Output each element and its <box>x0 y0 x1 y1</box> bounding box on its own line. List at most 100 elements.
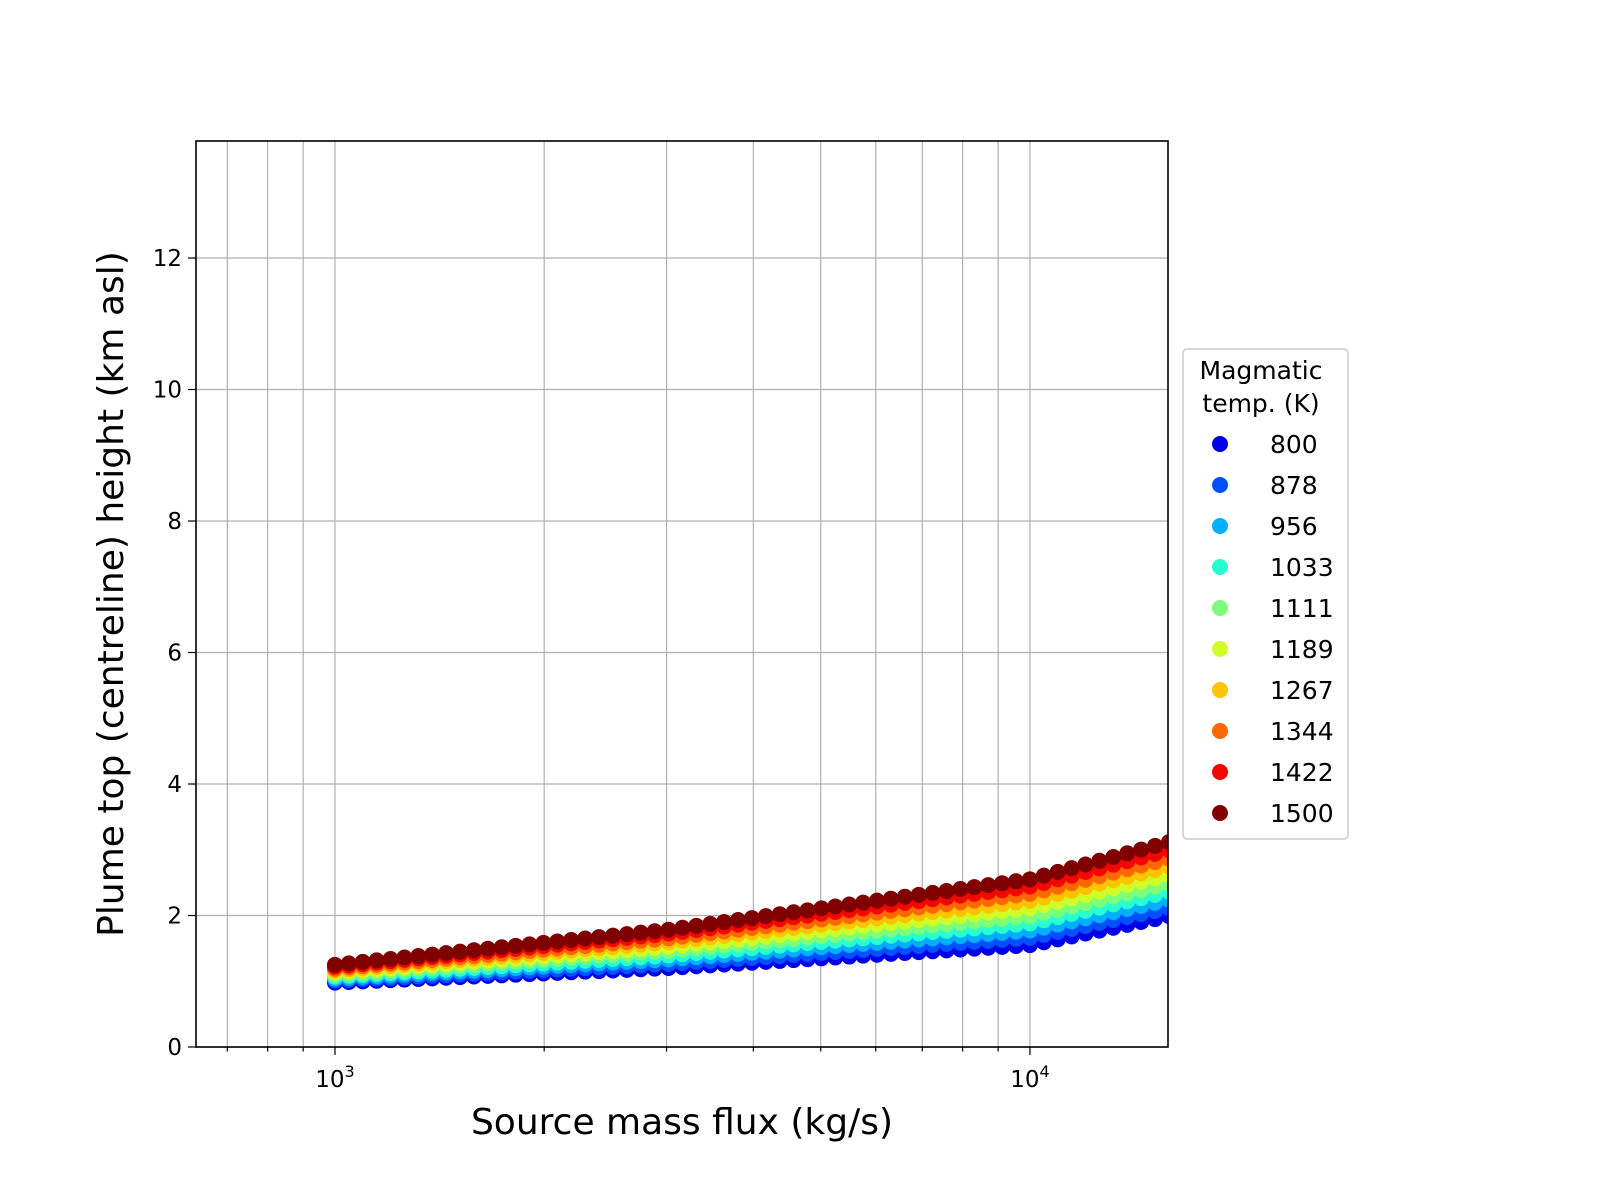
point-800 <box>1467 840 1483 856</box>
point-1111 <box>1203 866 1219 882</box>
point-878 <box>1203 891 1219 907</box>
y-axis-label: Plume top (centreline) height (km asl) <box>91 251 132 937</box>
legend-item-1189: 1189 <box>1212 635 1334 664</box>
point-1033 <box>1522 800 1538 816</box>
point-1500 <box>1049 863 1066 880</box>
point-800 <box>1550 820 1566 836</box>
point-956 <box>1258 870 1274 886</box>
y-tick-label: 10 <box>153 378 182 404</box>
point-1500 <box>368 952 385 969</box>
point-956 <box>1564 799 1580 815</box>
point-1111 <box>1189 869 1205 885</box>
point-1111 <box>1508 795 1524 811</box>
point-1500 <box>1105 849 1122 866</box>
point-1189 <box>1550 777 1566 793</box>
point-1500 <box>813 900 830 917</box>
point-956 <box>1342 852 1358 868</box>
point-878 <box>1383 852 1399 868</box>
y-tick-label: 8 <box>167 509 182 535</box>
point-1033 <box>1286 855 1302 871</box>
point-878 <box>1522 818 1538 834</box>
point-1033 <box>1258 862 1274 878</box>
point-1111 <box>1522 791 1538 807</box>
point-1500 <box>1008 873 1025 890</box>
point-1033 <box>1300 852 1316 868</box>
legend-marker <box>1212 600 1228 616</box>
point-1033 <box>1439 820 1455 836</box>
point-1344 <box>1175 847 1191 863</box>
point-1344 <box>1578 753 1594 769</box>
point-878 <box>1453 835 1469 851</box>
point-800 <box>1244 891 1260 907</box>
point-1500 <box>549 933 566 950</box>
legend-item-1500: 1500 <box>1212 799 1334 828</box>
point-1500 <box>910 886 927 903</box>
point-1500 <box>1147 837 1164 854</box>
point-1111 <box>1439 810 1455 826</box>
point-800 <box>1592 810 1600 826</box>
point-1111 <box>1425 814 1441 830</box>
point-1267 <box>1244 838 1260 854</box>
point-956 <box>1189 886 1205 902</box>
point-878 <box>1536 815 1552 831</box>
point-800 <box>1328 873 1344 889</box>
point-1111 <box>1244 856 1260 872</box>
point-1033 <box>1244 865 1260 881</box>
point-800 <box>1397 857 1413 873</box>
legend-label: 1033 <box>1270 553 1334 582</box>
point-1111 <box>1369 826 1385 842</box>
point-1189 <box>1189 860 1205 876</box>
point-1500 <box>493 939 510 956</box>
point-1189 <box>1356 820 1372 836</box>
point-956 <box>1592 793 1600 809</box>
point-956 <box>1439 829 1455 845</box>
legend-item-1267: 1267 <box>1212 676 1334 705</box>
point-1111 <box>1453 807 1469 823</box>
point-800 <box>1217 897 1233 913</box>
point-1500 <box>757 908 774 925</box>
point-1500 <box>410 948 427 965</box>
point-1500 <box>702 915 719 932</box>
point-1500 <box>730 912 747 929</box>
point-1500 <box>632 924 649 941</box>
point-1422 <box>1383 785 1399 801</box>
legend-label: 1111 <box>1270 594 1334 623</box>
point-1344 <box>1467 777 1483 793</box>
point-1422 <box>1453 771 1469 787</box>
point-1189 <box>1564 773 1580 789</box>
point-1422 <box>1397 783 1413 799</box>
point-1500 <box>438 945 455 962</box>
point-1033 <box>1495 807 1511 823</box>
point-1500 <box>424 946 441 963</box>
point-1267 <box>1564 765 1580 781</box>
point-1033 <box>1356 839 1372 855</box>
point-1267 <box>1425 795 1441 811</box>
point-878 <box>1286 873 1302 889</box>
point-1422 <box>1439 774 1455 790</box>
point-1189 <box>1439 802 1455 818</box>
point-878 <box>1397 848 1413 864</box>
point-1422 <box>1508 759 1524 775</box>
point-956 <box>1411 835 1427 851</box>
point-878 <box>1189 894 1205 910</box>
point-1500 <box>660 921 677 938</box>
y-tick-label: 4 <box>167 772 182 798</box>
point-1500 <box>535 934 552 951</box>
point-1422 <box>1564 747 1580 763</box>
point-800 <box>1578 813 1594 829</box>
point-1267 <box>1453 789 1469 805</box>
point-878 <box>1495 825 1511 841</box>
point-956 <box>1425 832 1441 848</box>
point-956 <box>1467 822 1483 838</box>
point-1500 <box>841 896 858 913</box>
point-1111 <box>1467 804 1483 820</box>
point-1500 <box>771 906 788 923</box>
legend-label: 1500 <box>1270 799 1334 828</box>
point-1111 <box>1550 785 1566 801</box>
legend-item-956: 956 <box>1212 512 1318 541</box>
point-800 <box>1230 894 1246 910</box>
point-1500 <box>618 926 635 943</box>
point-1267 <box>1397 801 1413 817</box>
point-800 <box>1411 854 1427 870</box>
point-878 <box>1244 882 1260 898</box>
